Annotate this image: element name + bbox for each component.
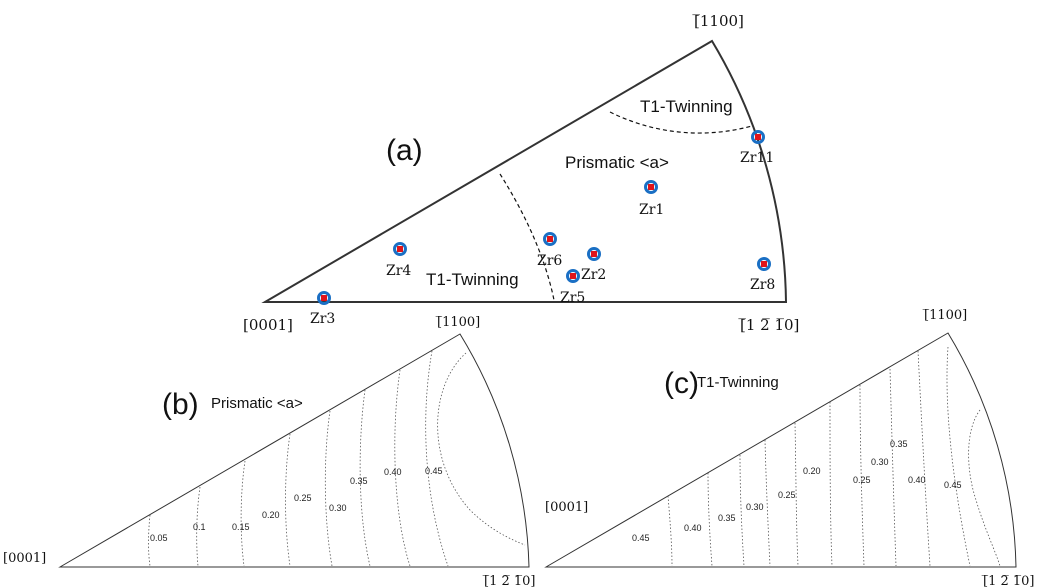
- contour-label-0.45-right: 0.45: [944, 480, 962, 490]
- panel-b-triangle: [58, 333, 530, 568]
- sample-marker-core: [755, 134, 761, 140]
- contour-line: [917, 350, 931, 567]
- contour-label-0.20: 0.20: [262, 510, 280, 520]
- sample-label: Zr8: [750, 277, 775, 293]
- sample-zr1: Zr1: [639, 180, 664, 218]
- contour-label-0.30: 0.30: [329, 503, 347, 513]
- sample-zr6: Zr6: [537, 232, 562, 269]
- sample-zr3: Zr3: [310, 291, 335, 327]
- panel-c-title: T1-Twinning: [697, 374, 779, 391]
- panel-b-corner-top: [̅1100]: [435, 315, 480, 330]
- contour-line: [707, 472, 713, 567]
- sample-zr2: Zr2: [581, 247, 606, 283]
- sample-marker-core: [397, 246, 403, 252]
- panel-a-label: (a): [386, 134, 423, 167]
- contour-line: [148, 514, 151, 567]
- sample-marker-ring: [751, 130, 765, 144]
- region-lower-label: T1-Twinning: [426, 270, 519, 289]
- panel-a-upper-boundary: [609, 111, 753, 134]
- panel-c-triangle: [544, 332, 1017, 568]
- contour-label-0.20: 0.20: [803, 466, 821, 476]
- panel-b-label: (b): [162, 388, 199, 421]
- contour-label-0.40: 0.40: [384, 467, 402, 477]
- contour-label-0.35-right: 0.35: [890, 439, 908, 449]
- contour-line: [425, 350, 449, 567]
- contour-label-0.35: 0.35: [350, 476, 368, 486]
- sample-marker-core: [547, 236, 553, 242]
- sample-marker-core: [570, 273, 576, 279]
- sample-label: Zr2: [581, 267, 606, 283]
- contour-line: [324, 410, 333, 567]
- contour-label-0.40-right: 0.40: [908, 475, 926, 485]
- panel-c-corner-left: [0001]: [545, 500, 588, 515]
- contour-label-0.25: 0.25: [294, 493, 312, 503]
- sample-marker-core: [591, 251, 597, 257]
- sample-label: Zr3: [310, 311, 335, 327]
- panel-b-corner-left: [0001]: [3, 551, 46, 566]
- contour-line: [794, 422, 799, 567]
- sample-marker-ring: [543, 232, 557, 246]
- contour-line: [968, 409, 1001, 567]
- contour-line: [437, 352, 526, 546]
- contour-line: [285, 433, 291, 567]
- panel-b-corner-right: [̅1 2̅ 1̅0]: [482, 574, 535, 588]
- contour-label-0.45: 0.45: [425, 466, 443, 476]
- contour-line: [240, 460, 246, 567]
- sample-zr8: Zr8: [750, 257, 775, 293]
- sample-label: Zr6: [537, 253, 562, 269]
- panel-a-triangle: [261, 39, 788, 303]
- panel-a: (a) T1-Twinning Prismatic <a> T1-Twinnin…: [243, 12, 799, 334]
- sample-label: Zr5: [560, 290, 585, 306]
- contour-line: [394, 369, 411, 567]
- contour-label-0.1: 0.1: [193, 522, 206, 532]
- sample-label: Zr11: [740, 150, 774, 166]
- contour-line: [889, 368, 897, 567]
- panel-b: 0.05 0.1 0.15 0.20 0.25 0.30 0.35 0.40 0…: [3, 315, 536, 588]
- contour-line: [859, 384, 865, 567]
- panel-c-corner-right: [̅1 2̅ 1̅0]: [981, 574, 1034, 588]
- sample-marker-ring: [587, 247, 601, 261]
- contour-label-0.40-left: 0.40: [684, 523, 702, 533]
- panel-a-corner-left: [0001]: [243, 316, 293, 334]
- panel-b-title: Prismatic <a>: [211, 395, 303, 412]
- contour-line: [764, 439, 771, 567]
- sample-marker-ring: [393, 242, 407, 256]
- contour-label-0.45-left: 0.45: [632, 533, 650, 543]
- region-upper-label: T1-Twinning: [640, 97, 733, 116]
- sample-zr4: Zr4: [386, 242, 411, 279]
- sample-marker-ring: [566, 269, 580, 283]
- contour-line: [829, 401, 833, 567]
- region-middle-label: Prismatic <a>: [565, 153, 669, 172]
- contour-label-0.25-right: 0.25: [853, 475, 871, 485]
- contour-label-0.30-right: 0.30: [871, 457, 889, 467]
- contour-line: [739, 454, 745, 567]
- panel-c-label: (c): [664, 367, 699, 400]
- contour-line: [667, 495, 673, 567]
- contour-label-0.15: 0.15: [232, 522, 250, 532]
- sample-marker-core: [648, 184, 654, 190]
- sample-marker-core: [761, 261, 767, 267]
- contour-label-0.25-left: 0.25: [778, 490, 796, 500]
- contour-line: [946, 346, 971, 567]
- panel-a-corner-top: [̅1100]: [692, 12, 744, 30]
- contour-line: [196, 486, 201, 567]
- sample-zr11: Zr11: [740, 130, 774, 166]
- contour-line: [359, 389, 371, 567]
- sample-marker-core: [321, 295, 327, 301]
- panel-a-lower-boundary: [499, 173, 555, 301]
- sample-marker-ring: [317, 291, 331, 305]
- sample-label: Zr4: [386, 263, 411, 279]
- panel-c: 0.45 0.40 0.35 0.30 0.25 0.20 0.25 0.30 …: [544, 308, 1035, 588]
- panel-c-corner-top: [̅1100]: [922, 308, 967, 323]
- sample-marker-ring: [644, 180, 658, 194]
- sample-marker-ring: [757, 257, 771, 271]
- sample-label: Zr1: [639, 202, 664, 218]
- sample-zr5: Zr5: [560, 269, 585, 306]
- contour-label-0.35-left: 0.35: [718, 513, 736, 523]
- contour-label-0.30-left: 0.30: [746, 502, 764, 512]
- contour-label-0.05: 0.05: [150, 533, 168, 543]
- panel-a-corner-right: [̅1 2̅ 1̅0]: [738, 316, 800, 334]
